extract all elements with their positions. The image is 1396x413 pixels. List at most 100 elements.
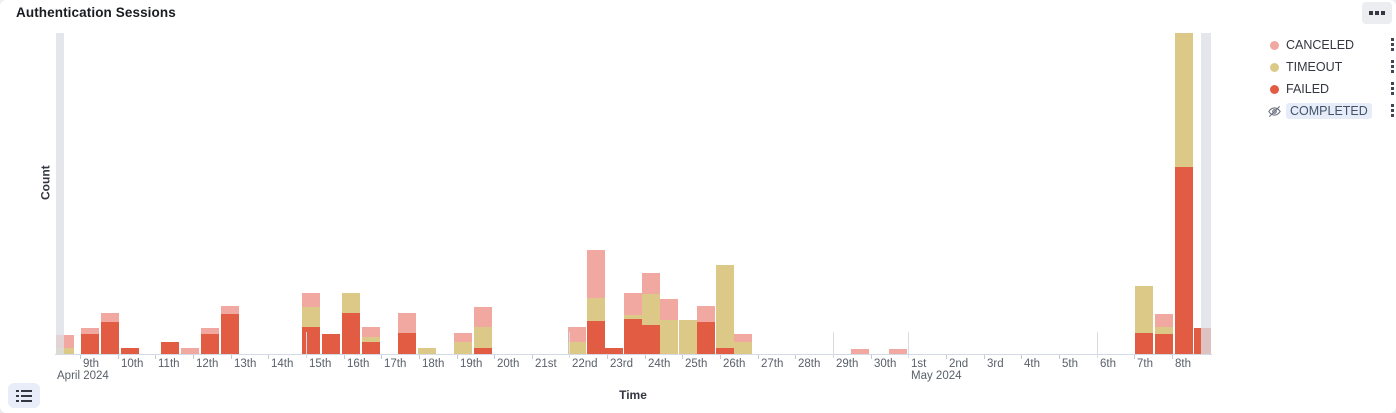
- bar-segment-canceled[interactable]: [398, 313, 416, 333]
- legend-label[interactable]: COMPLETED: [1286, 103, 1372, 119]
- axis-tick: [532, 355, 533, 359]
- bar-segment-failed[interactable]: [716, 348, 734, 354]
- legend-actions-button[interactable]: [1391, 82, 1394, 95]
- bar-segment-canceled[interactable]: [568, 327, 586, 342]
- bar-segment-canceled[interactable]: [1155, 314, 1173, 327]
- axis-tick: [80, 355, 81, 359]
- bar-segment-timeout[interactable]: [660, 320, 678, 354]
- bar-segment-canceled[interactable]: [474, 307, 492, 327]
- bar-segment-timeout[interactable]: [716, 265, 734, 348]
- bar-segment-failed[interactable]: [697, 322, 715, 354]
- axis-tick: [607, 355, 608, 359]
- bar-segment-canceled[interactable]: [181, 348, 199, 354]
- bar-segment-timeout[interactable]: [1135, 286, 1153, 333]
- bar-segment-canceled[interactable]: [697, 306, 715, 322]
- legend-actions-button[interactable]: [1391, 60, 1394, 73]
- axis-tick-label: 14th: [271, 358, 294, 370]
- bar-segment-canceled[interactable]: [660, 299, 678, 320]
- bar-segment-canceled[interactable]: [81, 328, 99, 334]
- bar-segment-timeout[interactable]: [1175, 33, 1193, 167]
- bar-segment-canceled[interactable]: [851, 349, 869, 354]
- bar-segment-timeout[interactable]: [624, 315, 642, 319]
- axis-tick-label: 26th: [723, 358, 746, 370]
- bar-segment-canceled[interactable]: [302, 293, 320, 307]
- bar-segment-failed[interactable]: [201, 334, 219, 354]
- bar-segment-failed[interactable]: [398, 333, 416, 354]
- bar-segment-failed[interactable]: [474, 348, 492, 354]
- bar-segment-failed[interactable]: [161, 342, 179, 354]
- boxes-vertical-icon: [1391, 48, 1394, 51]
- axis-tick-label: 28th: [798, 358, 821, 370]
- bar-segment-canceled[interactable]: [101, 313, 119, 322]
- axis-tick-label: 20th: [497, 358, 520, 370]
- bar-segment-timeout[interactable]: [679, 320, 697, 354]
- bar-segment-canceled[interactable]: [642, 273, 660, 294]
- bar-segment-failed[interactable]: [322, 334, 340, 354]
- axis-tick-label: 25th: [685, 358, 708, 370]
- bar-segment-canceled[interactable]: [587, 250, 605, 298]
- bar-segment-failed[interactable]: [1135, 333, 1153, 354]
- bar-segment-canceled[interactable]: [889, 349, 907, 354]
- bar-segment-failed[interactable]: [587, 321, 605, 354]
- axis-tick-label: 27th: [761, 358, 784, 370]
- axis-tick-label: 29th: [836, 358, 859, 370]
- axis-tick: [193, 355, 194, 359]
- bar-segment-timeout[interactable]: [56, 348, 74, 354]
- bar-segment-timeout[interactable]: [454, 342, 472, 354]
- bar-segment-timeout[interactable]: [734, 342, 752, 354]
- bar-segment-failed[interactable]: [624, 319, 642, 354]
- bar-segment-failed[interactable]: [302, 327, 320, 354]
- bar-segment-canceled[interactable]: [362, 327, 380, 337]
- bar-segment-failed[interactable]: [1155, 334, 1173, 354]
- bar-segment-timeout[interactable]: [568, 342, 586, 354]
- legend-toggle-button[interactable]: [8, 383, 40, 408]
- bar-segment-timeout[interactable]: [362, 337, 380, 342]
- bar-segment-canceled[interactable]: [624, 293, 642, 315]
- bar-segment-timeout[interactable]: [418, 348, 436, 354]
- bar-segment-failed[interactable]: [221, 314, 239, 354]
- partial-bucket-band: [56, 33, 64, 354]
- legend-label[interactable]: TIMEOUT: [1286, 60, 1343, 74]
- bar-segment-timeout[interactable]: [342, 293, 360, 313]
- bar-segment-timeout[interactable]: [642, 294, 660, 325]
- axis-tick: [118, 355, 119, 359]
- bar-segment-failed[interactable]: [101, 322, 119, 354]
- bar-segment-timeout[interactable]: [302, 307, 320, 327]
- bar-segment-failed[interactable]: [362, 342, 380, 354]
- axis-tick-label: 12th: [196, 358, 219, 370]
- legend-label[interactable]: FAILED: [1286, 82, 1330, 96]
- bar-segment-canceled[interactable]: [454, 333, 472, 342]
- axis-tick: [155, 355, 156, 359]
- bar-segment-failed[interactable]: [121, 348, 139, 354]
- legend-item-completed: COMPLETED: [1266, 100, 1394, 122]
- axis-tick: [1134, 355, 1135, 359]
- axis-tick: [1172, 355, 1173, 359]
- legend-actions-button[interactable]: [1391, 38, 1394, 51]
- x-axis-line: [55, 354, 1212, 355]
- axis-tick-label: 23rd: [610, 358, 634, 370]
- bar-segment-canceled[interactable]: [734, 334, 752, 342]
- bar-segment-failed[interactable]: [605, 348, 623, 354]
- boxes-vertical-icon: [1391, 82, 1394, 85]
- legend-actions-button[interactable]: [1391, 104, 1394, 117]
- bar-segment-canceled[interactable]: [201, 328, 219, 334]
- bar-segment-timeout[interactable]: [587, 298, 605, 321]
- bar-segment-failed[interactable]: [342, 313, 360, 354]
- panel-title: Authentication Sessions: [16, 5, 176, 20]
- bar-segment-canceled[interactable]: [221, 306, 239, 314]
- axis-tick: [645, 355, 646, 359]
- bar-segment-timeout[interactable]: [474, 327, 492, 348]
- axis-month-label: April 2024: [57, 370, 109, 382]
- axis-tick-label: 2nd: [949, 358, 969, 370]
- legend-label[interactable]: CANCELED: [1286, 38, 1355, 52]
- bar-segment-failed[interactable]: [1175, 167, 1193, 354]
- axis-tick: [419, 355, 420, 359]
- axis-tick: [268, 355, 269, 359]
- bar-segment-timeout[interactable]: [1155, 327, 1173, 334]
- panel-options-button[interactable]: [1362, 2, 1392, 24]
- axis-tick-label: 11th: [158, 358, 180, 370]
- bar-segment-failed[interactable]: [81, 334, 99, 354]
- axis-tick: [457, 355, 458, 359]
- axis-tick: [946, 355, 947, 359]
- bar-segment-failed[interactable]: [642, 325, 660, 354]
